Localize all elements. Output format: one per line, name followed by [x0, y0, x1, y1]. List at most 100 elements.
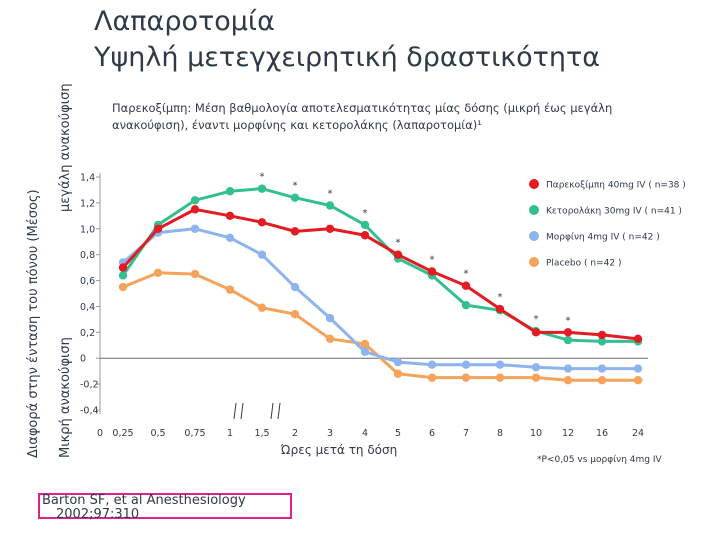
y-tick-label: 0,8 — [80, 250, 95, 261]
data-point — [257, 303, 267, 312]
series-line — [121, 187, 638, 343]
data-point — [190, 205, 200, 214]
data-point — [257, 218, 267, 227]
data-point — [563, 335, 573, 345]
data-point — [461, 373, 471, 382]
x-tick-label: 10 — [530, 428, 542, 439]
x-tick-label: 4 — [362, 428, 368, 439]
x-tick-label: 5 — [395, 428, 401, 439]
chart-description: Παρεκοξίμπη: Μέση βαθμολογία αποτελεσματ… — [112, 101, 613, 132]
data-point — [325, 201, 335, 210]
legend-label: Κετορολάκη 30mg IV ( n=41 ) — [546, 207, 682, 217]
data-point — [495, 360, 505, 369]
data-point — [190, 224, 200, 233]
x-tick-label: 0,25 — [112, 428, 133, 439]
data-point — [225, 233, 235, 243]
x-tick-label: 1 — [227, 428, 233, 439]
significance-marker: * — [566, 315, 571, 326]
x-tick-label: 0,5 — [150, 428, 165, 439]
x-tick-label: 2 — [292, 428, 298, 439]
citation-line-2: 2002;97:310 — [56, 507, 140, 522]
data-point — [118, 263, 128, 272]
data-point — [360, 339, 370, 349]
data-point — [597, 337, 607, 346]
data-point — [633, 364, 643, 373]
page-subtitle-heading: Υψηλή μετεγχειρητική δραστικότητα — [94, 42, 601, 73]
significance-marker: * — [396, 238, 401, 249]
data-point — [325, 334, 335, 344]
y-tick-label: 1,2 — [80, 198, 95, 209]
y-tick-label: 1,4 — [80, 173, 95, 184]
data-point — [563, 328, 573, 337]
page-title: Λαπαροτομία — [94, 6, 275, 37]
significance-marker: * — [464, 269, 469, 280]
series-line — [122, 227, 638, 371]
data-point — [325, 224, 335, 233]
legend-marker — [529, 257, 539, 267]
data-point — [360, 347, 370, 356]
significance-marker: * — [328, 188, 333, 199]
citation-line-1: Barton SF, et al Anesthesiology — [42, 493, 246, 508]
significance-marker: * — [498, 292, 503, 303]
significance-marker: * — [534, 314, 539, 325]
x-tick-label: 7 — [463, 428, 469, 439]
axis-break-mark — [233, 402, 237, 420]
data-point — [290, 193, 300, 202]
significance-marker: * — [293, 181, 298, 192]
series-line — [122, 271, 638, 382]
significance-marker: * — [430, 254, 435, 265]
y-tick-label: -0,2 — [80, 380, 99, 391]
data-point — [461, 360, 471, 369]
legend-marker — [529, 179, 539, 189]
y-tick-label: 0 — [80, 354, 86, 365]
data-point — [225, 187, 235, 196]
data-point — [597, 376, 607, 385]
x-tick-label: 0 — [97, 428, 103, 439]
y-tick-label: 1,0 — [80, 224, 95, 235]
x-tick-label: 12 — [562, 428, 574, 439]
data-point — [633, 376, 643, 385]
axis-break-mark — [277, 402, 281, 420]
data-point — [325, 313, 335, 323]
data-point — [393, 357, 403, 367]
legend-marker — [529, 205, 539, 215]
data-point — [225, 285, 235, 294]
data-point — [393, 250, 403, 259]
data-point — [290, 310, 300, 319]
x-tick-label: 1,5 — [254, 428, 269, 439]
data-point — [461, 281, 471, 290]
x-axis-label: Ώρες μετά τη δόση — [280, 443, 397, 457]
data-point — [393, 369, 403, 378]
data-point — [153, 224, 163, 233]
x-tick-label: 6 — [429, 428, 435, 439]
series-line — [121, 207, 639, 341]
legend-label: Placebo ( n=42 ) — [546, 259, 621, 269]
axis-break-mark — [270, 402, 274, 420]
citation-box — [38, 493, 292, 519]
data-point — [563, 364, 573, 373]
data-point — [461, 300, 471, 310]
data-point — [190, 269, 200, 279]
data-point — [495, 304, 505, 314]
y-tick-label: 0,2 — [80, 328, 95, 339]
legend-label: Παρεκοξίμπη 40mg IV ( n=38 ) — [546, 181, 686, 191]
data-point — [225, 211, 235, 221]
data-point — [633, 334, 643, 344]
data-point — [118, 282, 128, 292]
data-point — [257, 184, 267, 193]
data-point — [257, 250, 267, 259]
data-point — [531, 363, 541, 372]
data-point — [290, 227, 300, 236]
x-tick-label: 24 — [632, 428, 644, 439]
significance-marker: * — [260, 172, 265, 183]
data-point — [290, 282, 300, 292]
data-point — [427, 373, 437, 382]
data-point — [563, 376, 573, 385]
data-point — [360, 231, 370, 240]
y-tick-label: 0,6 — [80, 276, 95, 287]
data-point — [531, 328, 541, 337]
data-point — [427, 360, 437, 369]
y-tick-label: 0,4 — [80, 302, 95, 313]
data-point — [190, 196, 200, 205]
